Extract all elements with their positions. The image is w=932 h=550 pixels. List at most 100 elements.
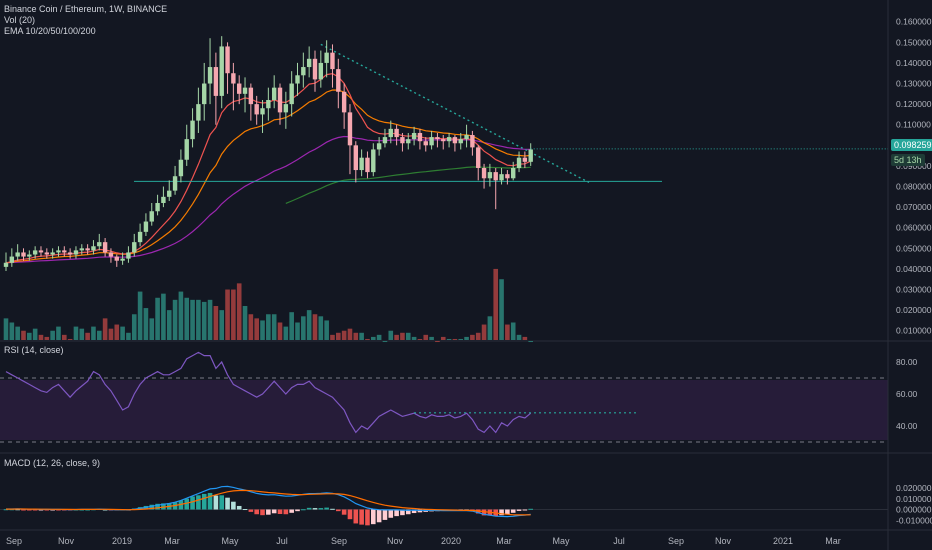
- volume-bar: [376, 334, 382, 340]
- time-label: Sep: [668, 536, 684, 546]
- volume-bar: [219, 310, 225, 340]
- volume-bar: [341, 330, 347, 340]
- candle: [85, 244, 90, 255]
- candle: [417, 128, 423, 150]
- volume-bar: [38, 334, 44, 340]
- macd-histogram-bar: [213, 495, 219, 510]
- candle: [359, 149, 364, 177]
- volume-bar: [236, 283, 242, 340]
- macd-histogram-bar: [242, 509, 248, 511]
- candle: [505, 170, 510, 185]
- candle: [429, 130, 434, 150]
- candle: [213, 52, 219, 125]
- volume-bar: [336, 332, 341, 340]
- volume-bar: [528, 341, 533, 343]
- volume-bar: [9, 322, 15, 340]
- time-label: Sep: [6, 536, 22, 546]
- volume-bar: [324, 320, 329, 340]
- volume-bar: [114, 324, 120, 340]
- volume-bar: [231, 289, 236, 340]
- volume-bar: [21, 330, 26, 340]
- volume-bar: [487, 316, 493, 340]
- price-tick: 0.010000: [896, 326, 932, 336]
- macd-histogram-bar: [341, 509, 347, 515]
- candle: [452, 135, 458, 152]
- volume-bar: [347, 328, 353, 340]
- candle: [126, 246, 131, 263]
- macd-histogram-bar: [365, 509, 370, 526]
- macd-histogram-bar: [102, 509, 108, 511]
- volume-bar: [283, 326, 289, 340]
- macd-histogram-bar: [184, 498, 190, 510]
- candle: [306, 46, 312, 78]
- volume-bar: [388, 330, 394, 340]
- candle: [487, 163, 493, 187]
- macd-histogram-bar: [9, 509, 15, 511]
- candle: [499, 167, 504, 185]
- volume-bar: [394, 334, 399, 340]
- candle: [143, 213, 149, 236]
- candle: [114, 254, 119, 267]
- volume-bar: [73, 326, 79, 340]
- candle: [382, 128, 388, 148]
- macd-histogram-bar: [277, 509, 283, 514]
- price-tick: 0.030000: [896, 285, 932, 295]
- time-label: Mar: [496, 536, 512, 546]
- candle: [231, 62, 236, 111]
- macd-histogram-bar: [236, 505, 242, 510]
- volume-bar: [499, 279, 504, 340]
- candle: [242, 77, 248, 113]
- macd-histogram-bar: [219, 495, 225, 510]
- macd-histogram-bar: [3, 509, 9, 511]
- symbol-title: Binance Coin / Ethereum, 1W, BINANCE: [4, 4, 168, 14]
- ema-legend: EMA 10/20/50/100/200: [4, 26, 96, 36]
- ema50-line: [5, 135, 531, 264]
- time-label: Nov: [715, 536, 732, 546]
- time-label: Nov: [387, 536, 404, 546]
- candle: [295, 62, 300, 96]
- volume-bar: [266, 314, 271, 340]
- macd-histogram-bar: [370, 509, 376, 525]
- macd-histogram-bar: [481, 509, 487, 516]
- volume-bar: [79, 328, 85, 340]
- candle: [237, 75, 242, 105]
- rsi-tick: 60.00: [896, 389, 918, 399]
- candle: [207, 38, 213, 105]
- candle: [56, 246, 61, 257]
- candle: [97, 233, 102, 251]
- candle: [196, 87, 201, 133]
- macd-histogram-bar: [27, 509, 32, 511]
- volume-bar: [254, 318, 259, 340]
- volume-bar: [295, 322, 300, 340]
- candle: [161, 186, 166, 208]
- candle: [435, 132, 440, 148]
- volume-bar: [417, 338, 423, 340]
- candle: [202, 62, 207, 121]
- macd-histogram-bar: [248, 509, 254, 512]
- volume-bar: [440, 336, 446, 340]
- candle: [271, 75, 277, 109]
- volume-bar: [464, 336, 469, 340]
- rsi-label: RSI (14, close): [4, 345, 64, 355]
- time-label: 2020: [441, 536, 461, 546]
- macd-histogram-bar: [312, 508, 318, 510]
- time-label: May: [552, 536, 570, 546]
- macd-histogram-bar: [207, 492, 213, 510]
- candle: [21, 248, 26, 261]
- volume-bar: [143, 308, 149, 340]
- volume-bar: [225, 289, 230, 340]
- macd-histogram-bar: [44, 509, 50, 511]
- macd-histogram-bar: [376, 509, 382, 523]
- candle: [441, 135, 446, 150]
- volume-bar: [493, 268, 499, 340]
- price-tick: 0.080000: [896, 182, 932, 192]
- macd-histogram-bar: [359, 509, 364, 525]
- candle: [3, 252, 9, 271]
- volume-bar: [260, 320, 265, 340]
- candle: [254, 95, 259, 125]
- volume-bar: [470, 334, 475, 340]
- rsi-band: [0, 380, 888, 440]
- time-label: 2021: [773, 536, 793, 546]
- candle: [528, 143, 533, 166]
